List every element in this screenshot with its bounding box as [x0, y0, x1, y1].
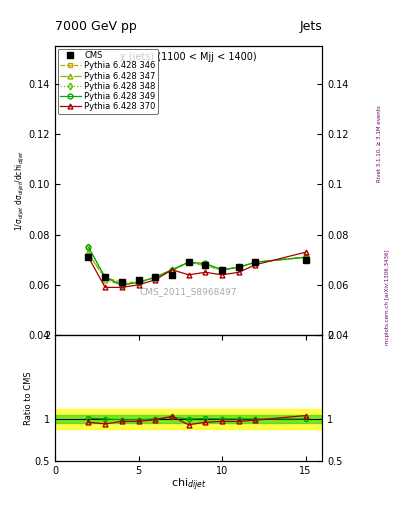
Pythia 6.428 349 [203, 261, 208, 267]
Pythia 6.428 349 [220, 267, 224, 273]
Pythia 6.428 348 [186, 259, 191, 265]
Pythia 6.428 370 [136, 282, 141, 288]
Line: Pythia 6.428 348: Pythia 6.428 348 [86, 245, 308, 287]
Pythia 6.428 370 [203, 269, 208, 275]
Line: Pythia 6.428 370: Pythia 6.428 370 [86, 250, 308, 290]
Pythia 6.428 346 [186, 259, 191, 265]
Pythia 6.428 346 [170, 268, 174, 274]
Pythia 6.428 370 [253, 262, 258, 268]
Text: Jets: Jets [299, 20, 322, 33]
Pythia 6.428 347 [103, 277, 108, 283]
CMS [136, 277, 141, 283]
Pythia 6.428 370 [170, 267, 174, 273]
Pythia 6.428 348 [220, 267, 224, 273]
Pythia 6.428 348 [119, 282, 124, 288]
Pythia 6.428 348 [86, 244, 91, 250]
Pythia 6.428 348 [136, 279, 141, 285]
Pythia 6.428 347 [203, 262, 208, 268]
Pythia 6.428 349 [103, 274, 108, 281]
X-axis label: chi$_{dijet}$: chi$_{dijet}$ [171, 477, 206, 494]
Y-axis label: 1/σ$_{dijet}$ dσ$_{dijet}$/dchi$_{dijet}$: 1/σ$_{dijet}$ dσ$_{dijet}$/dchi$_{dijet}… [14, 150, 27, 231]
Pythia 6.428 346 [220, 267, 224, 273]
Pythia 6.428 349 [303, 254, 308, 260]
Pythia 6.428 370 [186, 272, 191, 278]
Pythia 6.428 346 [136, 279, 141, 285]
Line: Pythia 6.428 346: Pythia 6.428 346 [86, 252, 308, 285]
Pythia 6.428 349 [253, 259, 258, 265]
Legend: CMS, Pythia 6.428 346, Pythia 6.428 347, Pythia 6.428 348, Pythia 6.428 349, Pyt: CMS, Pythia 6.428 346, Pythia 6.428 347,… [57, 49, 158, 114]
Pythia 6.428 346 [86, 251, 91, 258]
Pythia 6.428 347 [170, 267, 174, 273]
Text: χ (jets) (1100 < Mjj < 1400): χ (jets) (1100 < Mjj < 1400) [120, 52, 257, 62]
Pythia 6.428 349 [186, 259, 191, 265]
CMS [103, 274, 108, 281]
Bar [55, 415, 322, 423]
Pythia 6.428 346 [203, 263, 208, 269]
Pythia 6.428 346 [103, 274, 108, 281]
CMS [153, 274, 158, 281]
Text: CMS_2011_S8968497: CMS_2011_S8968497 [140, 287, 237, 296]
Pythia 6.428 348 [253, 259, 258, 265]
CMS [253, 259, 258, 265]
CMS [186, 259, 191, 265]
Line: Pythia 6.428 347: Pythia 6.428 347 [86, 250, 308, 287]
Bar [55, 409, 322, 429]
Pythia 6.428 370 [103, 284, 108, 290]
Pythia 6.428 346 [237, 264, 241, 270]
Pythia 6.428 347 [220, 267, 224, 273]
Pythia 6.428 349 [136, 279, 141, 285]
Pythia 6.428 347 [119, 282, 124, 288]
Pythia 6.428 370 [220, 272, 224, 278]
Pythia 6.428 346 [253, 259, 258, 265]
Line: CMS: CMS [85, 254, 309, 286]
Pythia 6.428 347 [237, 264, 241, 270]
Pythia 6.428 349 [170, 267, 174, 273]
Line: Pythia 6.428 349: Pythia 6.428 349 [86, 245, 308, 287]
CMS [237, 264, 241, 270]
CMS [119, 279, 124, 285]
CMS [220, 267, 224, 273]
Text: Rivet 3.1.10, ≥ 3.1M events: Rivet 3.1.10, ≥ 3.1M events [377, 105, 382, 182]
Pythia 6.428 370 [237, 269, 241, 275]
Text: 7000 GeV pp: 7000 GeV pp [55, 20, 137, 33]
Pythia 6.428 347 [153, 274, 158, 281]
Pythia 6.428 349 [86, 244, 91, 250]
Pythia 6.428 349 [237, 264, 241, 270]
Pythia 6.428 346 [119, 279, 124, 285]
Pythia 6.428 349 [153, 274, 158, 281]
Pythia 6.428 347 [303, 254, 308, 260]
Pythia 6.428 370 [86, 254, 91, 260]
Pythia 6.428 348 [237, 264, 241, 270]
Pythia 6.428 346 [153, 274, 158, 281]
Pythia 6.428 348 [153, 274, 158, 281]
CMS [170, 272, 174, 278]
Text: mcplots.cern.ch [arXiv:1306.3436]: mcplots.cern.ch [arXiv:1306.3436] [385, 249, 389, 345]
Pythia 6.428 349 [119, 282, 124, 288]
Pythia 6.428 370 [303, 249, 308, 255]
Pythia 6.428 348 [303, 254, 308, 260]
Pythia 6.428 348 [103, 274, 108, 281]
Pythia 6.428 347 [253, 259, 258, 265]
Pythia 6.428 370 [119, 284, 124, 290]
CMS [303, 257, 308, 263]
Pythia 6.428 370 [153, 277, 158, 283]
Pythia 6.428 347 [86, 249, 91, 255]
CMS [203, 262, 208, 268]
Y-axis label: Ratio to CMS: Ratio to CMS [24, 371, 33, 425]
Pythia 6.428 348 [170, 267, 174, 273]
Pythia 6.428 347 [186, 259, 191, 265]
Pythia 6.428 346 [303, 254, 308, 260]
Pythia 6.428 347 [136, 279, 141, 285]
CMS [86, 254, 91, 260]
Pythia 6.428 348 [203, 262, 208, 268]
